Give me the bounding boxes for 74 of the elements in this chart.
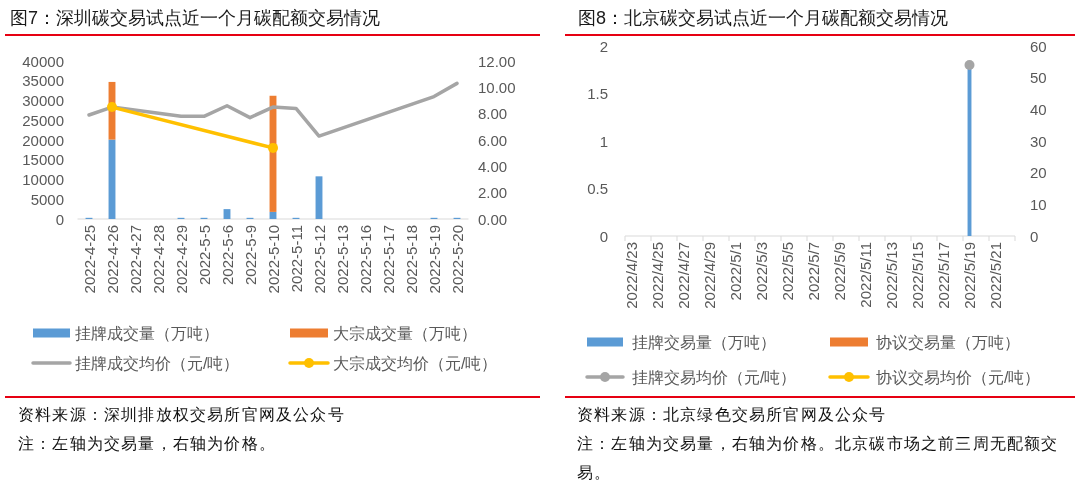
legend-label: 协议交易均价（元/吨） [876, 368, 1041, 386]
legend-label: 挂牌交易量（万吨） [632, 333, 776, 351]
chart-title: 图8：北京碳交易试点近一个月碳配额交易情况 [565, 0, 1075, 36]
y2-tick-label: 8.00 [478, 105, 508, 123]
y-tick-label: 5000 [30, 190, 64, 208]
y2-tick-label: 50 [1030, 69, 1047, 87]
x-tick-label: 2022-4-28 [149, 225, 167, 294]
y-tick-label: 1.5 [587, 85, 608, 102]
x-tick-label: 2022/5/1 [727, 242, 744, 301]
text: 资料来源：北京绿色交易所官网及公众号 [577, 405, 888, 425]
x-tick-label: 2022/5/19 [961, 242, 978, 309]
x-tick-label: 2022/4/27 [675, 242, 692, 309]
x-tick-label: 2022-5-5 [195, 225, 213, 286]
x-tick-label: 2022/5/13 [883, 242, 900, 309]
x-tick-label: 2022-4-27 [126, 225, 144, 294]
y2-tick-label: 40 [1030, 100, 1047, 118]
x-tick-label: 2022-5-18 [402, 225, 420, 294]
x-tick-label: 2022/5/15 [909, 242, 926, 309]
x-tick-label: 2022-4-25 [80, 225, 98, 294]
y2-tick-label: 4.00 [478, 157, 508, 175]
x-tick-label: 2022-5-6 [218, 225, 236, 286]
y-tick-label: 40000 [22, 52, 64, 70]
y-tick-label: 20000 [22, 131, 64, 149]
x-tick-label: 2022/4/23 [623, 242, 640, 309]
y2-tick-label: 12.00 [478, 52, 516, 70]
y-tick-label: 30000 [22, 92, 64, 109]
text: 资料来源：深圳排放权交易所官网及公众号 [18, 405, 346, 425]
x-tick-label: 2022/4/29 [701, 242, 718, 309]
y-tick-label: 2 [599, 37, 608, 55]
x-tick-label: 2022-5-11 [287, 225, 305, 293]
y2-tick-label: 0.00 [478, 210, 508, 228]
y2-tick-label: 6.00 [478, 131, 508, 149]
y2-tick-label: 30 [1030, 132, 1047, 150]
x-tick-label: 2022-5-19 [425, 225, 443, 294]
x-tick-label: 2022/5/11 [857, 242, 874, 308]
x-tick-label: 2022-5-17 [379, 225, 397, 294]
y2-tick-label: 20 [1030, 164, 1047, 182]
x-tick-label: 2022/5/5 [779, 242, 796, 301]
x-tick-label: 2022/5/9 [831, 242, 848, 301]
chart-title: 图7：深圳碳交易试点近一个月碳配额交易情况 [5, 0, 540, 36]
legend-label: 挂牌成交量（万吨） [75, 324, 219, 342]
y-tick-label: 15000 [22, 151, 64, 169]
x-tick-label: 2022/5/7 [805, 242, 822, 301]
x-tick-label: 2022-5-20 [448, 225, 466, 294]
x-tick-label: 2022/5/17 [935, 242, 952, 309]
legend-label: 大宗成交量（万吨） [333, 324, 477, 342]
x-tick-label: 2022/5/21 [987, 242, 1004, 309]
text: 注：左轴为交易量，右轴为价格。北京碳市场之前三周无配额交易。 [577, 434, 1060, 483]
x-tick-label: 2022-5-10 [264, 225, 282, 294]
x-tick-label: 2022-5-13 [333, 225, 351, 294]
x-tick-label: 2022-5-9 [241, 225, 259, 286]
y2-tick-label: 0 [1030, 227, 1039, 245]
y2-tick-label: 10.00 [478, 78, 516, 96]
legend-label: 挂牌交易均价（元/吨） [632, 368, 797, 386]
y-tick-label: 10000 [22, 171, 64, 188]
y-tick-label: 0.5 [587, 180, 608, 197]
x-tick-label: 2022-5-16 [356, 225, 374, 294]
x-tick-label: 2022/5/3 [753, 242, 770, 301]
legend-label: 挂牌成交均价（元/吨） [75, 354, 240, 372]
y-tick-label: 25000 [22, 111, 64, 129]
y-tick-label: 1 [599, 132, 608, 150]
text: 注：左轴为交易量，右轴为价格。 [18, 434, 277, 454]
y2-tick-label: 60 [1030, 37, 1047, 55]
y-tick-label: 35000 [22, 72, 64, 90]
x-tick-label: 2022-5-12 [310, 225, 328, 294]
x-tick-label: 2022-4-26 [103, 225, 121, 294]
y-tick-label: 0 [599, 227, 608, 245]
x-tick-label: 2022-4-29 [172, 225, 190, 294]
y2-tick-label: 2.00 [478, 184, 508, 202]
legend-label: 大宗成交均价（元/吨） [333, 354, 498, 372]
y-tick-label: 0 [55, 210, 64, 228]
legend-label: 协议交易量（万吨） [876, 333, 1020, 351]
x-tick-label: 2022/4/25 [649, 242, 666, 309]
y2-tick-label: 10 [1030, 195, 1047, 213]
